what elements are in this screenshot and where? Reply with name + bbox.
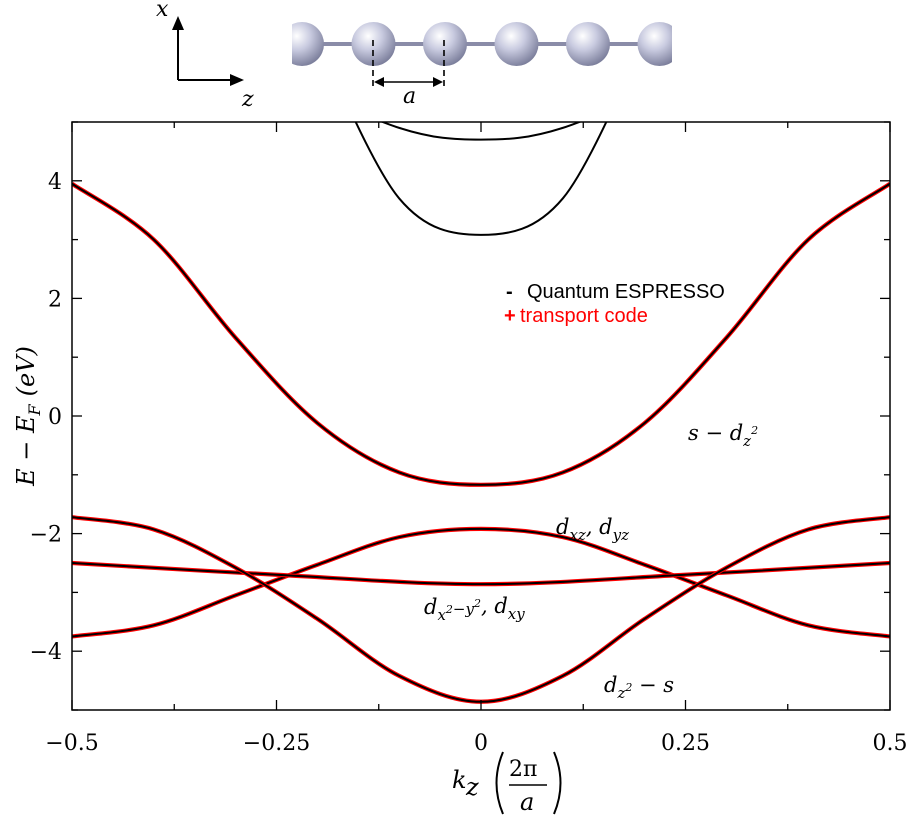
band-qe-5 [379,122,583,141]
band-label-dz2-s: dz2 − s [604,673,674,702]
svg-text:z: z [465,773,479,801]
y-tick-label: −4 [30,640,62,665]
atom [566,22,610,66]
y-tick-label: 4 [48,170,62,195]
band-transport-2 [72,560,890,587]
x-axis-title: k z 2π a [452,751,562,816]
coordinate-axes-icon: x z [156,0,254,112]
atom [637,22,672,66]
legend: - Quantum ESPRESSO + transport code [504,281,725,327]
z-axis-symbol: z [241,87,254,112]
band-qe-2 [72,562,890,586]
legend-marker-qe: - [506,281,513,303]
band-label-s-dz2: s − dz2 [688,421,758,450]
legend-label-qe: Quantum ESPRESSO [527,281,725,303]
lattice-constant-marker: a [372,40,445,109]
atom [292,22,324,66]
band-label-dx2y2-dxy: dx2−y2, dxy [424,594,525,624]
inset: x z a [156,0,672,112]
band-transport-0 [72,182,890,487]
legend-label-transport: transport code [520,305,648,327]
band-qe-1 [72,527,890,638]
y-axis-title: E − EF(eV) [12,346,44,487]
x-tick-label: −0.25 [243,731,310,756]
x-axis-symbol: x [156,0,169,22]
y-tick-label: 0 [48,405,62,430]
svg-text:k: k [452,766,467,794]
x-tick-label: 0.25 [661,731,710,756]
lattice-constant-label: a [403,84,416,109]
atom-chain [292,22,672,66]
atom [494,22,539,66]
y-tick-label: −2 [30,523,62,548]
axis-ticks [71,121,891,711]
x-tick-label: −0.5 [45,731,98,756]
atom [423,22,467,66]
tick-labels: −0.5 −0.25 0 0.25 0.5 −4 −2 0 2 4 [30,170,908,756]
band-qe-0 [72,182,890,486]
svg-text:2π: 2π [509,757,537,782]
svg-text:a: a [520,788,534,816]
x-tick-label: 0.5 [873,731,908,756]
band-qe-4 [354,122,608,236]
y-tick-label: 2 [48,287,62,312]
x-tick-label: 0 [474,731,488,756]
legend-marker-transport: + [504,305,516,327]
plot-frame [71,121,891,711]
